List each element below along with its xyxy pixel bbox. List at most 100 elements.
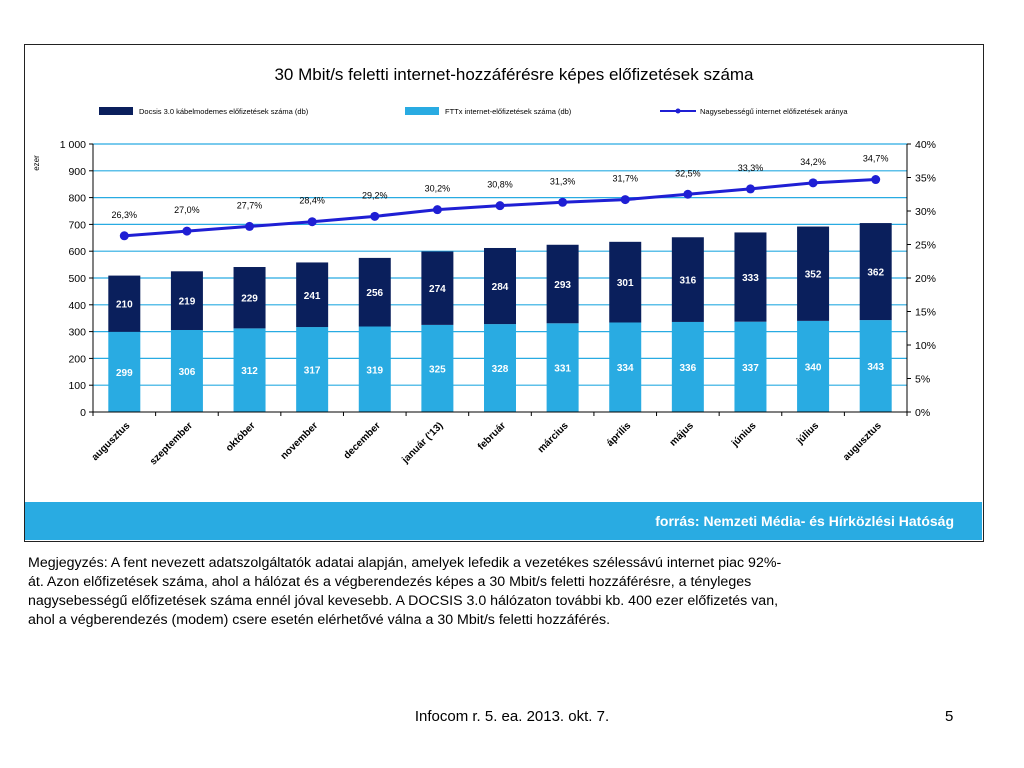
line-data-label: 32,5% [675, 168, 701, 178]
line-point [558, 197, 568, 207]
bar-docsis-label: 274 [429, 284, 446, 295]
chart-frame: 30 Mbit/s feletti internet-hozzáférésre … [24, 44, 984, 542]
bar-docsis [233, 267, 266, 329]
bar-docsis-label: 210 [116, 300, 133, 311]
line-data-label: 29,2% [362, 190, 388, 200]
y-left-tick-label: 1 000 [60, 139, 86, 151]
bar-docsis [859, 223, 892, 321]
bar-fttx-label: 317 [304, 366, 321, 377]
y-left-tick-label: 200 [68, 353, 86, 365]
bar-fttx-label: 340 [805, 362, 822, 373]
bar-docsis-label: 301 [617, 278, 634, 289]
x-tick-label: november [279, 420, 321, 462]
legend-label: Docsis 3.0 kábelmodemes előfizetések szá… [139, 107, 309, 116]
x-tick-label: december [342, 420, 383, 461]
line-data-label: 31,7% [612, 174, 638, 184]
legend-swatch [99, 107, 133, 115]
line-point [182, 226, 192, 236]
source-bar: forrás: Nemzeti Média- és Hírközlési Hat… [25, 502, 982, 540]
bar-fttx-label: 343 [867, 362, 884, 373]
bar-docsis [671, 237, 704, 322]
x-tick-label: január ('13) [400, 420, 446, 466]
bar-fttx-label: 325 [429, 364, 446, 375]
bar-fttx-label: 319 [366, 365, 383, 376]
note-line: nagysebességű előfizetések száma ennél j… [28, 593, 779, 609]
y-left-tick-label: 400 [68, 300, 86, 312]
x-tick-label: október [224, 420, 258, 454]
y-left-tick-label: 700 [68, 219, 86, 231]
chart: 30 Mbit/s feletti internet-hozzáférésre … [32, 65, 936, 467]
line-data-label: 28,4% [299, 196, 325, 206]
legend-label: Nagysebességű internet előfizetések arán… [700, 107, 848, 116]
line-data-label: 27,0% [174, 205, 200, 215]
bar-fttx [859, 320, 892, 412]
y-left-tick-label: 500 [68, 273, 86, 285]
y-left-tick-label: 100 [68, 380, 86, 392]
x-tick-label: május [668, 420, 697, 449]
bar-fttx [170, 329, 203, 412]
legend-label: FTTx internet-előfizetések száma (db) [445, 107, 572, 116]
bar-docsis-label: 256 [366, 288, 383, 299]
bar-fttx [734, 321, 767, 412]
footer-text: Infocom r. 5. ea. 2013. okt. 7. [414, 708, 610, 725]
line-point [307, 217, 317, 227]
line-data-label: 26,3% [112, 210, 138, 220]
line-data-label: 34,7% [863, 154, 889, 164]
bar-docsis-label: 241 [304, 291, 321, 302]
bar-fttx-label: 299 [116, 368, 133, 379]
line-data-label: 30,2% [425, 184, 451, 194]
chart-title: 30 Mbit/s feletti internet-hozzáférésre … [274, 65, 754, 84]
bar-fttx-label: 334 [617, 363, 634, 374]
y-right-tick-label: 35% [915, 173, 936, 185]
y-left-tick-label: 900 [68, 166, 86, 178]
x-tick-label: április [605, 420, 634, 449]
line-data-label: 30,8% [487, 180, 513, 190]
bar-docsis [609, 241, 642, 323]
line-point [745, 184, 755, 194]
bar-docsis-label: 229 [241, 294, 258, 305]
bar-docsis-label: 362 [867, 268, 884, 279]
bar-fttx-label: 312 [241, 366, 258, 377]
y-right-tick-label: 30% [915, 206, 936, 218]
x-tick-label: március [536, 420, 571, 455]
bar-docsis-label: 219 [179, 297, 196, 308]
line-point [495, 201, 505, 211]
bar-docsis [484, 247, 516, 325]
line-point [683, 189, 693, 199]
bar-docsis [296, 262, 329, 328]
bar-docsis-label: 352 [805, 270, 822, 281]
y-left-unit-label: ezer [32, 155, 41, 171]
y-left-tick-label: 800 [68, 193, 86, 205]
line-point [432, 205, 442, 215]
bar-docsis [797, 226, 830, 321]
bar-fttx [296, 327, 329, 412]
x-tick-label: augusztus [841, 420, 884, 463]
bar-docsis [358, 257, 391, 327]
line-point [119, 231, 129, 241]
legend-swatch [405, 107, 439, 115]
bar-fttx [484, 324, 516, 412]
x-tick-label: július [794, 420, 821, 447]
bar-fttx [609, 322, 642, 412]
line-point [245, 221, 255, 231]
note-line: át. Azon előfizetések száma, ahol a háló… [28, 574, 752, 590]
y-right-tick-label: 40% [915, 139, 936, 151]
line-point [871, 175, 881, 185]
bar-docsis-label: 293 [554, 280, 571, 291]
y-left-tick-label: 300 [68, 327, 86, 339]
bar-fttx-label: 337 [742, 363, 759, 374]
bar-docsis-label: 284 [492, 282, 509, 293]
bar-docsis [546, 244, 579, 324]
line-data-label: 33,3% [738, 163, 764, 173]
bar-fttx-label: 306 [179, 367, 196, 378]
legend-line-marker [675, 108, 681, 114]
y-right-tick-label: 25% [915, 240, 936, 252]
bar-docsis [734, 232, 767, 322]
line-data-label: 27,7% [237, 200, 263, 210]
bar-docsis [108, 275, 141, 332]
bar-docsis-label: 316 [680, 276, 697, 287]
line-point [808, 178, 818, 188]
bar-docsis-label: 333 [742, 273, 759, 284]
bar-fttx-label: 328 [492, 364, 509, 375]
bar-fttx-label: 331 [554, 364, 571, 375]
